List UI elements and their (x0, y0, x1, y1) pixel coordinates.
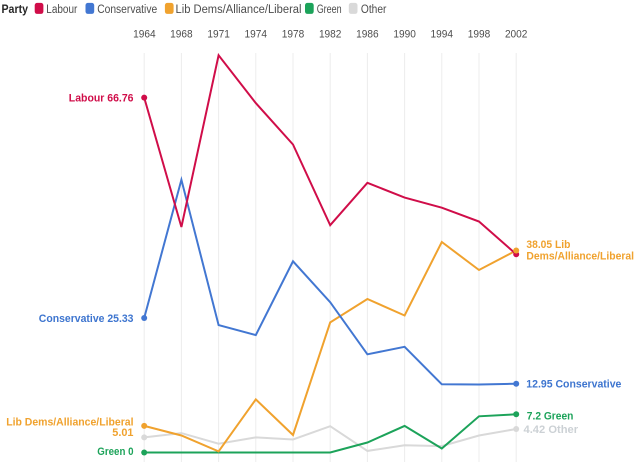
svg-text:7.2 Green: 7.2 Green (527, 410, 574, 422)
svg-text:1990: 1990 (393, 29, 416, 41)
svg-text:1974: 1974 (245, 29, 268, 41)
svg-text:Dems/Alliance/Liberal: Dems/Alliance/Liberal (526, 251, 634, 263)
svg-text:38.05 Lib: 38.05 Lib (526, 239, 570, 251)
svg-text:Green 0: Green 0 (97, 446, 133, 458)
svg-text:Conservative: Conservative (97, 4, 157, 16)
svg-text:Labour: Labour (46, 4, 77, 16)
svg-text:4.42 Other: 4.42 Other (524, 424, 579, 436)
svg-text:2002: 2002 (505, 29, 528, 41)
svg-text:1964: 1964 (133, 29, 156, 41)
svg-text:1986: 1986 (356, 29, 379, 41)
svg-text:5.01: 5.01 (112, 427, 133, 439)
svg-text:1994: 1994 (431, 29, 454, 41)
svg-text:Lib Dems/Alliance/Liberal: Lib Dems/Alliance/Liberal (176, 4, 302, 16)
svg-text:Labour 66.76: Labour 66.76 (69, 93, 134, 105)
svg-text:1982: 1982 (319, 29, 342, 41)
svg-text:12.95 Conservative: 12.95 Conservative (526, 379, 621, 391)
svg-text:1968: 1968 (170, 29, 193, 41)
svg-text:Party: Party (2, 4, 29, 16)
svg-text:1971: 1971 (207, 29, 230, 41)
svg-text:Lib Dems/Alliance/Liberal: Lib Dems/Alliance/Liberal (6, 417, 133, 429)
svg-text:Green: Green (317, 4, 342, 16)
svg-text:1998: 1998 (468, 29, 491, 41)
svg-text:1978: 1978 (282, 29, 305, 41)
svg-text:Other: Other (361, 4, 387, 16)
svg-text:Conservative 25.33: Conservative 25.33 (39, 313, 134, 325)
